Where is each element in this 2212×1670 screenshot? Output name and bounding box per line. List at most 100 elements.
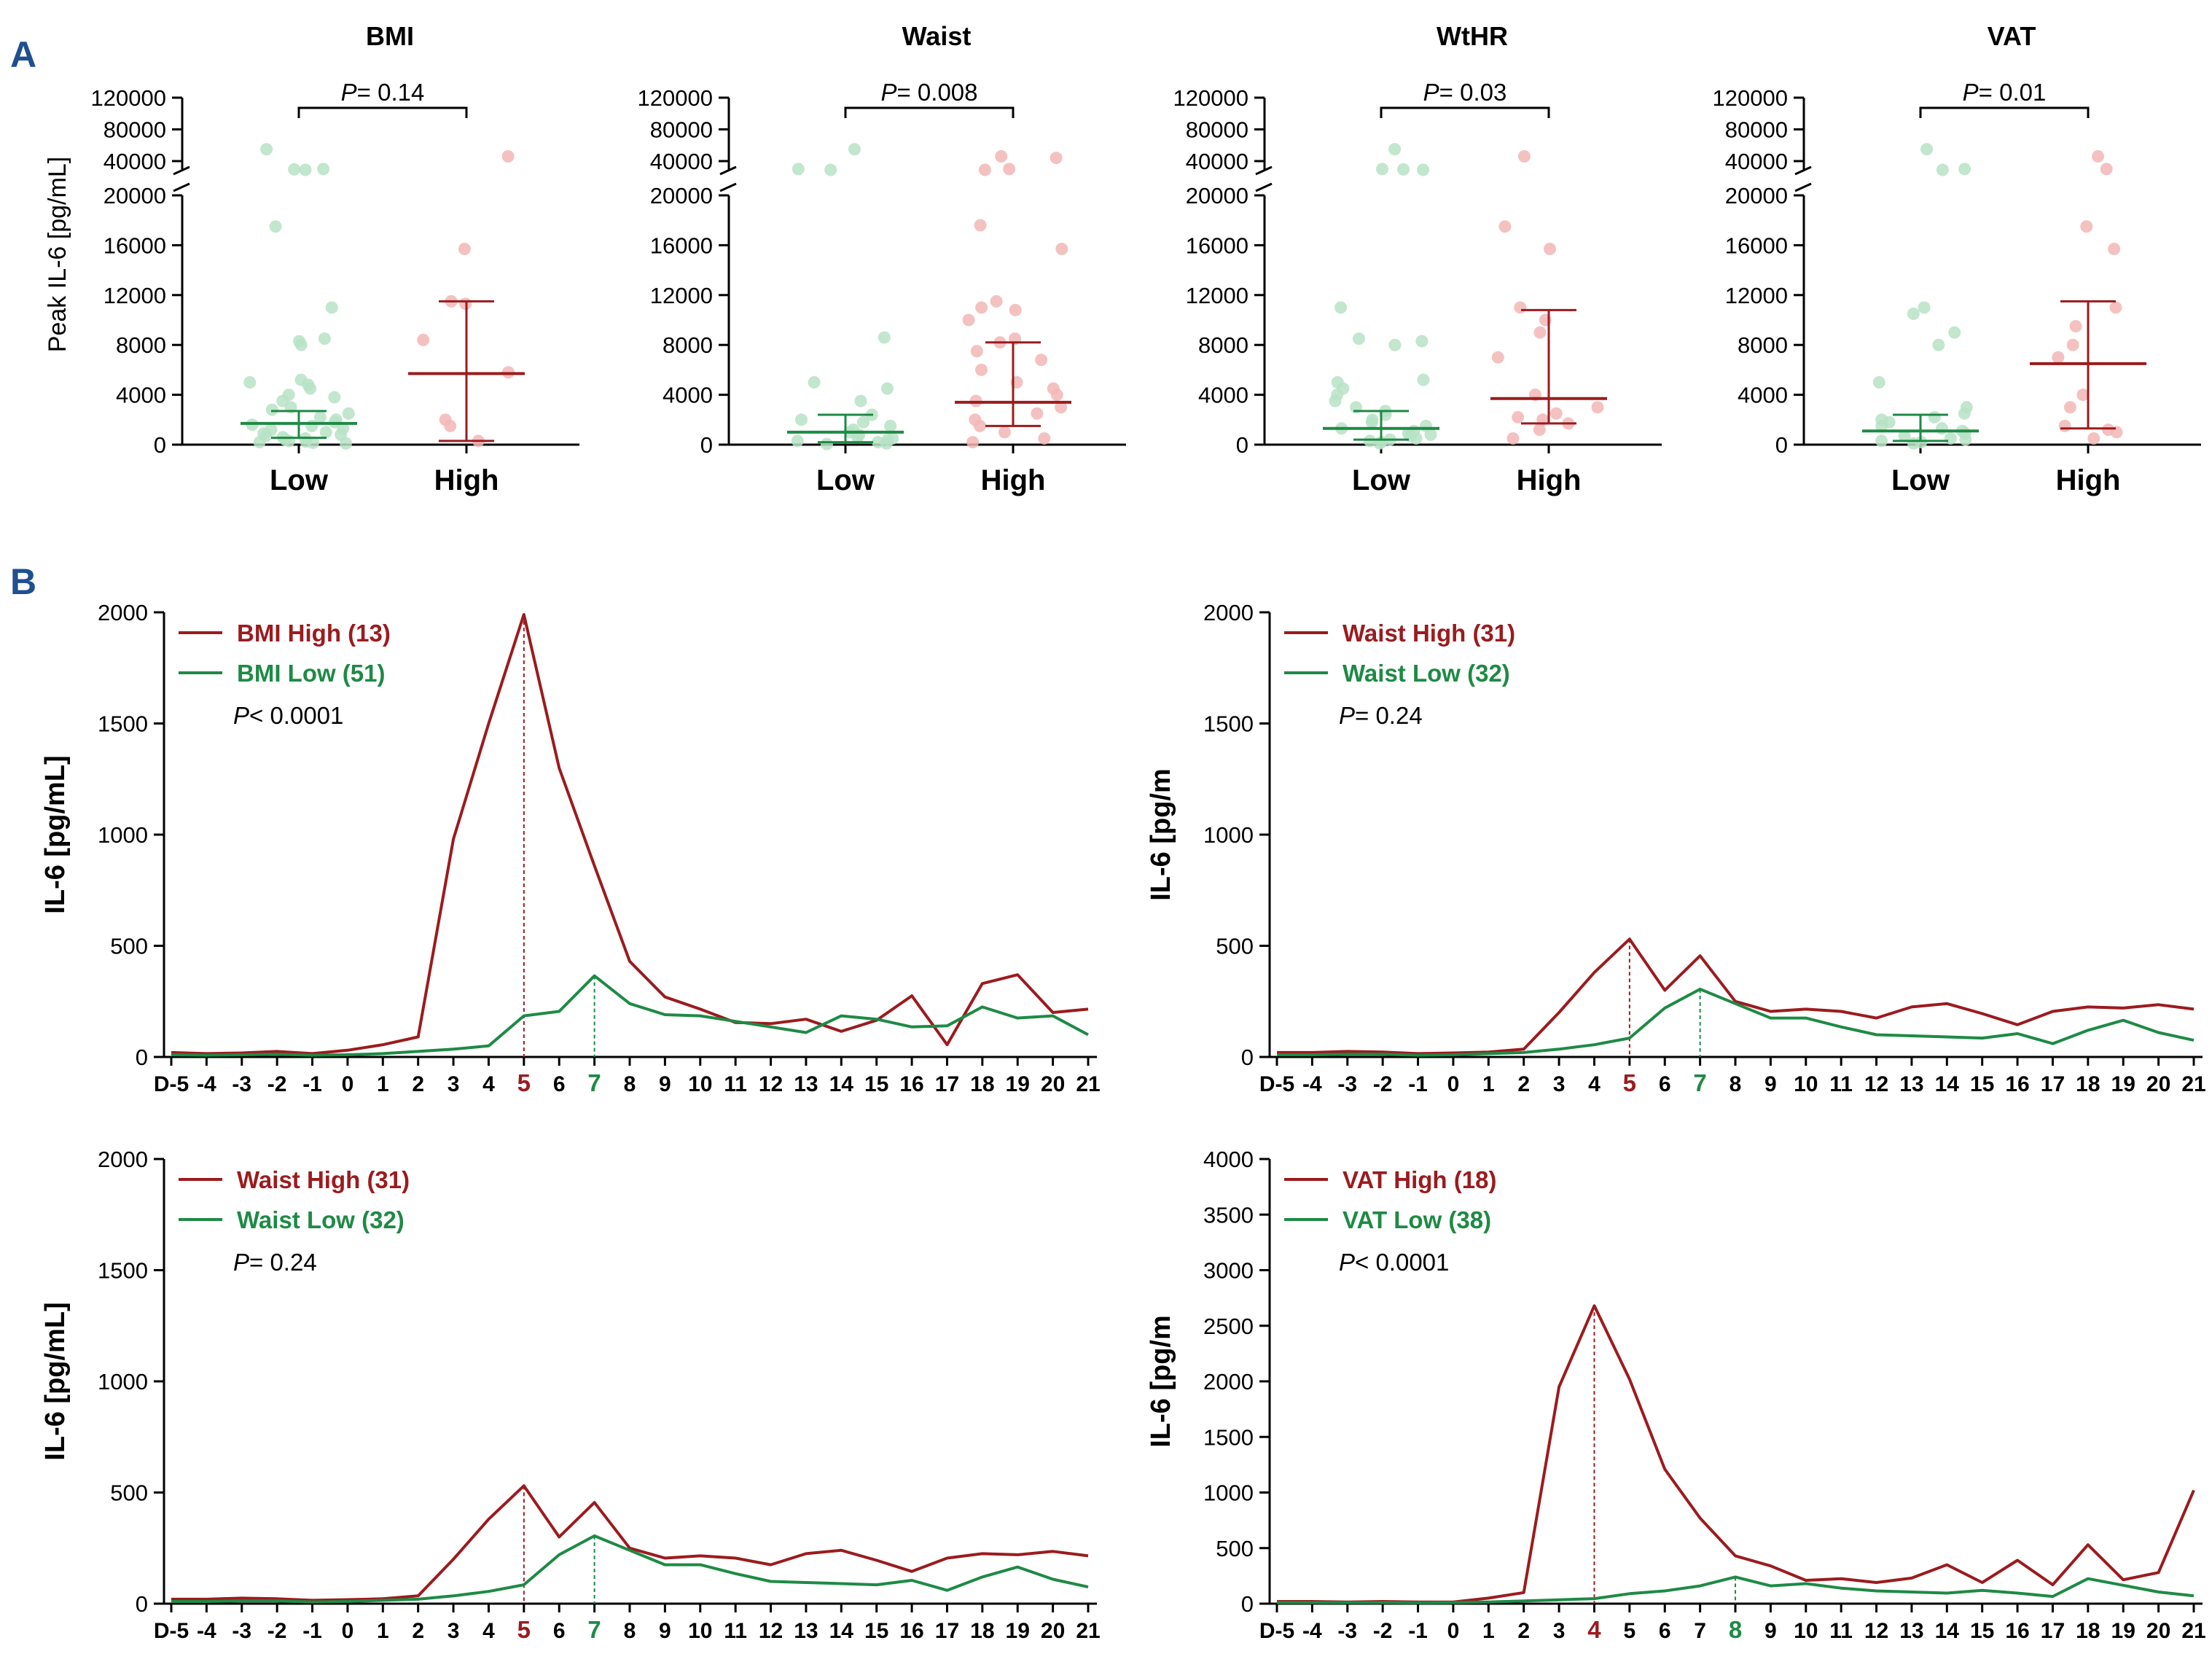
y-tick-label: 40000 <box>650 149 713 174</box>
y-tick-label: 80000 <box>1725 117 1788 143</box>
x-tick-label: 14 <box>829 1619 854 1643</box>
legend-label: BMI High (13) <box>237 620 391 647</box>
x-tick-label: 14 <box>1935 1619 1960 1643</box>
y-tick-label: 80000 <box>650 117 713 143</box>
x-tick-label: 9 <box>659 1619 671 1643</box>
data-point <box>1334 301 1348 314</box>
x-tick-label: 16 <box>899 1072 923 1096</box>
data-point <box>328 391 341 404</box>
significance-bracket <box>844 106 1015 118</box>
significance-bracket <box>297 106 468 118</box>
data-point <box>1958 407 1971 420</box>
data-point <box>305 419 318 432</box>
p-value-symbol: P <box>341 79 357 106</box>
chart-title: BMI <box>366 21 414 51</box>
data-point <box>1944 432 1957 445</box>
x-tick-label: 15 <box>1970 1619 1994 1643</box>
data-point <box>269 220 282 233</box>
x-tick-label: 10 <box>688 1072 712 1096</box>
x-tick-label: 19 <box>2111 1072 2135 1096</box>
x-tick-label: 15 <box>1970 1072 1994 1096</box>
p-value: P= 0.24 <box>1339 702 1423 729</box>
data-point <box>1935 422 1948 435</box>
x-tick-label: 3 <box>448 1072 460 1096</box>
p-value: P= 0.008 <box>880 79 977 106</box>
x-tick-label: 17 <box>2041 1619 2065 1643</box>
axis-break-mark <box>173 182 190 192</box>
y-tick-label: 1500 <box>98 711 148 737</box>
x-tick-label: Low <box>1891 464 1950 496</box>
x-tick-label: 2 <box>412 1619 424 1643</box>
data-point <box>1506 432 1520 445</box>
data-point <box>1055 401 1068 414</box>
y-tick-label: 80000 <box>1186 117 1248 143</box>
y-tick-label: 500 <box>1216 934 1254 959</box>
data-point <box>1872 376 1885 389</box>
axis-break-mark <box>1255 165 1273 176</box>
data-point <box>417 333 430 346</box>
y-tick-label: 1000 <box>98 822 148 848</box>
x-tick-label: 8 <box>1729 1616 1742 1643</box>
x-tick-label: 20 <box>2146 1072 2170 1096</box>
x-tick-label: D-5 <box>1259 1619 1294 1643</box>
x-tick-label: 10 <box>1794 1072 1818 1096</box>
data-point <box>317 163 330 176</box>
x-tick-label: -1 <box>1408 1072 1428 1096</box>
data-point <box>1936 163 1949 176</box>
data-point <box>1948 326 1961 339</box>
p-value-text: = 0.24 <box>249 1249 317 1276</box>
data-point <box>1031 407 1044 420</box>
y-tick-label: 12000 <box>1186 283 1248 308</box>
x-tick-label: 16 <box>2005 1619 2029 1643</box>
data-point <box>1549 407 1563 420</box>
data-point <box>2108 243 2121 256</box>
x-tick-label: -4 <box>1302 1619 1322 1643</box>
data-point <box>1517 149 1531 163</box>
data-point <box>1363 434 1376 448</box>
x-tick-label: 10 <box>1794 1619 1818 1643</box>
x-tick-label: D-5 <box>154 1072 189 1096</box>
legend-label: Waist High (31) <box>237 1166 410 1193</box>
chart-title: VAT <box>1988 21 2036 51</box>
x-tick-label: 19 <box>1006 1072 1030 1096</box>
x-tick-label: -1 <box>1408 1619 1428 1643</box>
x-tick-label: 21 <box>2181 1619 2205 1643</box>
y-tick-label: 8000 <box>116 332 166 358</box>
y-tick-label: 1500 <box>98 1258 148 1284</box>
axis-break-mark <box>719 165 737 176</box>
x-tick-label: 17 <box>935 1619 959 1643</box>
x-tick-label: -3 <box>232 1072 251 1096</box>
x-tick-label: 0 <box>342 1619 354 1643</box>
x-tick-label: 21 <box>1076 1619 1100 1643</box>
data-point <box>848 143 861 156</box>
x-tick-label: 7 <box>1693 1069 1706 1096</box>
axis-break-mark <box>719 182 737 192</box>
data-point <box>1050 389 1063 402</box>
x-tick-label: 9 <box>1764 1619 1777 1643</box>
x-tick-label: -3 <box>1337 1619 1357 1643</box>
data-point <box>2092 149 2105 163</box>
x-tick-label: 20 <box>1041 1619 1065 1643</box>
data-point <box>973 419 986 432</box>
data-point <box>342 407 355 420</box>
x-tick-label: 1 <box>1482 1072 1495 1096</box>
legend-label: VAT High (18) <box>1343 1166 1496 1193</box>
x-tick-label: 14 <box>829 1072 854 1096</box>
data-point <box>966 436 980 449</box>
data-point <box>1415 335 1429 348</box>
x-tick-label: 18 <box>970 1072 994 1096</box>
data-point <box>808 376 821 389</box>
data-point <box>1959 433 1972 446</box>
y-tick-label: 500 <box>1216 1536 1254 1561</box>
p-value: P< 0.0001 <box>233 702 343 729</box>
x-tick-label: 7 <box>1694 1619 1706 1643</box>
x-tick-label: 6 <box>553 1072 566 1096</box>
y-tick-label: 0 <box>1241 1045 1254 1070</box>
y-tick-label: 4000 <box>1738 383 1788 408</box>
series-line <box>1277 1575 2195 1604</box>
data-point <box>1958 163 1971 176</box>
legend-label: Waist High (31) <box>1343 620 1515 647</box>
data-point <box>294 338 308 351</box>
y-tick-label: 500 <box>110 934 148 959</box>
